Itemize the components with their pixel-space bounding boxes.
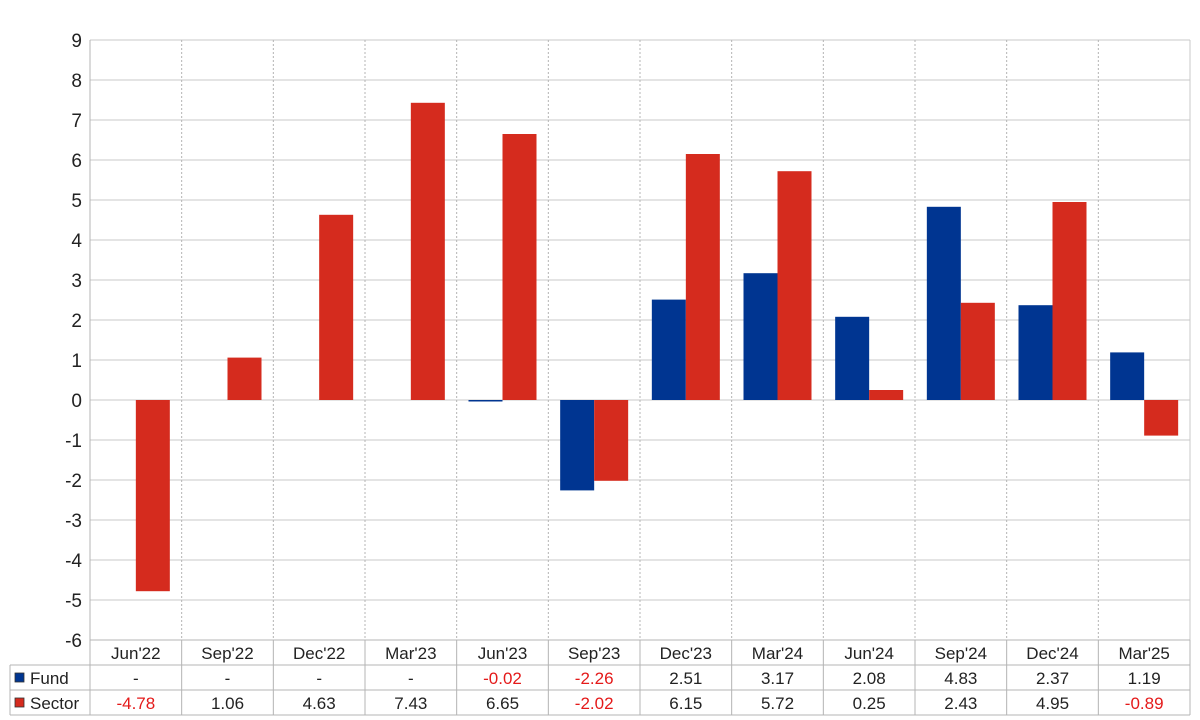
- bar-sector-Mar24: [777, 171, 812, 400]
- bar-sector-Sep23: [594, 400, 629, 481]
- data-label-sector: -0.89: [1125, 694, 1164, 713]
- bar-fund-Sep23: [560, 400, 595, 491]
- x-tick-label: Jun'24: [844, 644, 894, 663]
- data-label-sector: -4.78: [116, 694, 155, 713]
- y-tick-label: -4: [65, 551, 82, 572]
- bar-fund-Mar25: [1110, 352, 1145, 400]
- bar-fund-Sep24: [926, 206, 961, 400]
- data-label-sector: 1.06: [211, 694, 244, 713]
- bar-fund-Dec23: [651, 299, 686, 400]
- data-label-sector: 7.43: [394, 694, 427, 713]
- x-tick-label: Dec'22: [293, 644, 345, 663]
- y-tick-label: -3: [65, 511, 82, 532]
- data-label-fund: -: [316, 669, 322, 688]
- data-label-fund: -2.26: [575, 669, 614, 688]
- x-tick-label: Dec'23: [660, 644, 712, 663]
- data-label-sector: 0.25: [853, 694, 886, 713]
- legend-swatch-sector: [14, 697, 25, 708]
- x-tick-label: Mar'24: [752, 644, 803, 663]
- y-tick-label: 7: [71, 111, 82, 132]
- data-label-fund: 2.08: [853, 669, 886, 688]
- bar-sector-Dec22: [319, 214, 354, 400]
- bar-sector-Sep22: [227, 357, 262, 400]
- data-label-sector: 4.63: [303, 694, 336, 713]
- bar-fund-Jun23: [468, 400, 503, 402]
- x-tick-label: Sep'24: [935, 644, 987, 663]
- x-tick-label: Mar'23: [385, 644, 436, 663]
- data-label-fund: 4.83: [944, 669, 977, 688]
- data-label-fund: -: [225, 669, 231, 688]
- x-tick-label: Dec'24: [1026, 644, 1078, 663]
- y-tick-label: 0: [71, 391, 82, 412]
- data-label-fund: 2.37: [1036, 669, 1069, 688]
- x-tick-label: Jun'22: [111, 644, 161, 663]
- y-tick-label: -1: [65, 431, 82, 452]
- y-tick-label: -2: [65, 471, 82, 492]
- data-label-fund: 1.19: [1128, 669, 1161, 688]
- legend-swatch-fund: [14, 672, 25, 683]
- y-tick-label: 9: [71, 31, 82, 52]
- x-tick-label: Jun'23: [478, 644, 528, 663]
- data-label-sector: 4.95: [1036, 694, 1069, 713]
- bar-sector-Dec23: [685, 154, 720, 400]
- data-label-fund: 2.51: [669, 669, 702, 688]
- data-label-fund: -: [408, 669, 414, 688]
- chart-grid: [89, 39, 1191, 641]
- bar-fund-Mar24: [743, 273, 778, 400]
- bar-fund-Dec24: [1018, 305, 1053, 400]
- bar-fund-Jun24: [835, 316, 870, 400]
- y-tick-label: -6: [65, 631, 82, 652]
- y-tick-label: 5: [71, 191, 82, 212]
- bar-sector-Sep24: [960, 302, 995, 400]
- x-tick-label: Mar'25: [1118, 644, 1169, 663]
- data-table: Jun'22 Sep'22 Dec'22 Mar'23 Jun'23 Sep'23 Dec'…: [9, 639, 1191, 716]
- bar-sector-Jun22: [135, 400, 170, 592]
- data-label-fund: 3.17: [761, 669, 794, 688]
- bar-sector-Dec24: [1052, 202, 1087, 400]
- y-tick-label: 1: [71, 351, 82, 372]
- y-tick-label: 3: [71, 271, 82, 292]
- x-tick-label: Sep'22: [201, 644, 253, 663]
- data-label-sector: 5.72: [761, 694, 794, 713]
- y-tick-label: 2: [71, 311, 82, 332]
- data-label-sector: 6.15: [669, 694, 702, 713]
- legend-label-sector: Sector: [30, 694, 79, 713]
- data-label-sector: 6.65: [486, 694, 519, 713]
- legend-label-fund: Fund: [30, 669, 69, 688]
- y-tick-label: -5: [65, 591, 82, 612]
- data-label-sector: -2.02: [575, 694, 614, 713]
- y-tick-label: 6: [71, 151, 82, 172]
- x-tick-label: Sep'23: [568, 644, 620, 663]
- data-label-fund: -0.02: [483, 669, 522, 688]
- y-axis: -6 -5 -4 -3 -2 -1 0 1 2 3 4 5 6 7 8 9: [65, 31, 82, 652]
- y-tick-label: 4: [71, 231, 82, 252]
- bar-sector-Jun24: [869, 390, 904, 400]
- bar-sector-Mar23: [410, 102, 445, 401]
- bar-sector-Mar25: [1144, 400, 1179, 436]
- data-label-sector: 2.43: [944, 694, 977, 713]
- data-label-fund: -: [133, 669, 139, 688]
- bar-sector-Jun23: [502, 134, 537, 400]
- y-tick-label: 8: [71, 71, 82, 92]
- bars-layer: [135, 102, 1179, 592]
